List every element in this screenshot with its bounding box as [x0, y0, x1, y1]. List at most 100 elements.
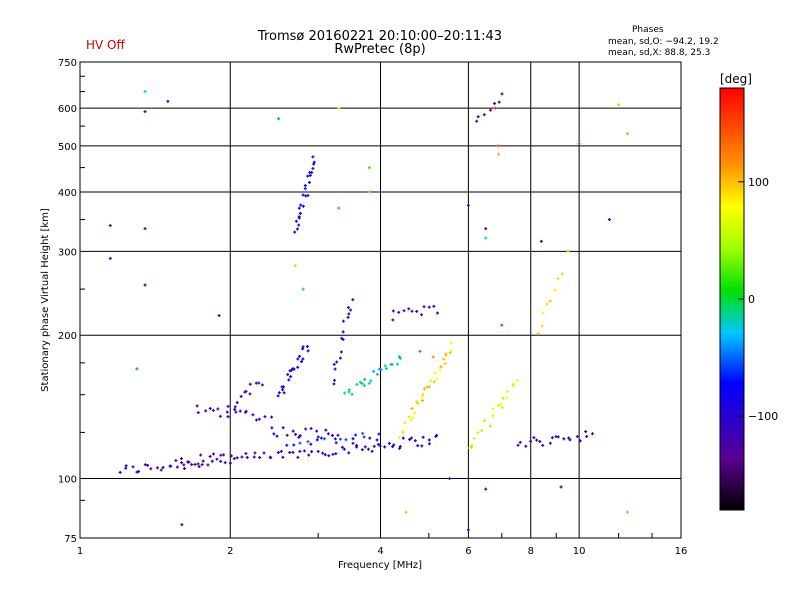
- echo-point: [108, 256, 112, 260]
- echo-point: [568, 438, 572, 442]
- echo-point: [212, 452, 216, 456]
- echo-point: [108, 224, 112, 228]
- echo-point: [493, 102, 497, 106]
- x-tick-label: 6: [465, 546, 471, 557]
- echo-point: [484, 227, 488, 231]
- echo-point: [118, 470, 122, 474]
- echo-point: [306, 440, 310, 444]
- echo-point: [367, 190, 371, 194]
- echo-point: [301, 345, 305, 349]
- x-tick-label: 2: [227, 546, 233, 557]
- echo-point: [548, 299, 552, 303]
- echo-point: [324, 428, 328, 432]
- echo-point: [418, 349, 422, 353]
- echo-point: [398, 435, 402, 439]
- echo-point: [556, 435, 560, 439]
- echo-point: [174, 459, 178, 463]
- echo-point: [180, 523, 184, 527]
- echo-point: [410, 436, 414, 440]
- echo-point: [500, 323, 504, 327]
- echo-point: [415, 399, 419, 403]
- echo-point: [354, 433, 358, 437]
- echo-point: [363, 377, 367, 381]
- echo-point: [475, 119, 479, 123]
- echo-point: [233, 407, 237, 411]
- echo-point: [536, 332, 540, 336]
- echo-point: [143, 283, 147, 287]
- echo-point: [244, 389, 248, 393]
- echo-point: [369, 379, 373, 383]
- x-axis-label: Frequency [MHz]: [338, 560, 422, 571]
- echo-point: [282, 391, 286, 395]
- echo-point: [252, 455, 256, 459]
- echo-point: [384, 367, 388, 371]
- echo-point: [337, 206, 341, 210]
- echo-point: [292, 443, 296, 447]
- echo-point: [333, 437, 337, 441]
- echo-point: [516, 443, 520, 447]
- phases-stats-x: mean, sd,X: 88.8, 25.3: [608, 48, 710, 58]
- echo-point: [244, 452, 248, 456]
- echo-point: [306, 174, 310, 178]
- echo-point: [420, 394, 424, 398]
- echo-point: [257, 417, 261, 421]
- echo-point: [376, 442, 380, 446]
- echo-point: [193, 462, 197, 466]
- echo-point: [307, 180, 311, 184]
- echo-point: [321, 451, 325, 455]
- echo-point: [410, 406, 414, 410]
- echo-point: [281, 426, 285, 430]
- echo-point: [501, 406, 505, 410]
- echo-point: [293, 264, 297, 268]
- echo-point: [375, 372, 379, 376]
- echo-point: [291, 450, 295, 454]
- echo-point: [562, 437, 566, 441]
- echo-point: [439, 365, 443, 369]
- echo-point: [291, 367, 295, 371]
- echo-point: [401, 436, 405, 440]
- echo-point: [159, 468, 163, 472]
- echo-point: [276, 394, 280, 398]
- echo-point: [294, 219, 298, 223]
- echo-point: [338, 437, 342, 441]
- echo-point: [341, 319, 345, 323]
- echo-point: [349, 308, 353, 312]
- echo-point: [305, 344, 309, 348]
- echo-point: [225, 410, 229, 414]
- echo-point: [427, 305, 431, 309]
- echo-point: [297, 435, 301, 439]
- echo-point: [294, 432, 298, 436]
- echo-point: [143, 227, 147, 231]
- echo-point: [556, 277, 560, 281]
- echo-point: [337, 106, 341, 110]
- echo-point: [341, 330, 345, 334]
- echo-point: [208, 454, 212, 458]
- echo-point: [281, 455, 285, 459]
- echo-point: [435, 433, 439, 437]
- y-axis-label: Stationary phase Virtual Height [km]: [40, 208, 51, 392]
- echo-point: [334, 452, 338, 456]
- echo-point: [277, 391, 281, 395]
- echo-point: [286, 373, 290, 377]
- echo-point: [306, 349, 310, 353]
- echo-point: [340, 336, 344, 340]
- echo-point: [541, 311, 545, 315]
- echo-point: [327, 454, 331, 458]
- echo-point: [295, 227, 299, 231]
- echo-point: [169, 464, 173, 468]
- echo-point: [219, 453, 223, 457]
- echo-point: [335, 360, 339, 364]
- echo-point: [420, 313, 424, 317]
- echo-point: [466, 528, 470, 532]
- echo-point: [401, 430, 405, 434]
- echo-point: [395, 362, 399, 366]
- chart-title: Tromsø 20160221 20:10:00–20:11:43: [257, 29, 502, 44]
- echo-point: [293, 230, 297, 234]
- echo-point: [272, 432, 276, 436]
- x-tick-label: 4: [377, 546, 383, 557]
- echo-point: [298, 211, 302, 215]
- echo-point: [398, 356, 402, 360]
- echo-point: [497, 144, 501, 148]
- echo-point: [575, 435, 579, 439]
- echo-point: [433, 371, 437, 375]
